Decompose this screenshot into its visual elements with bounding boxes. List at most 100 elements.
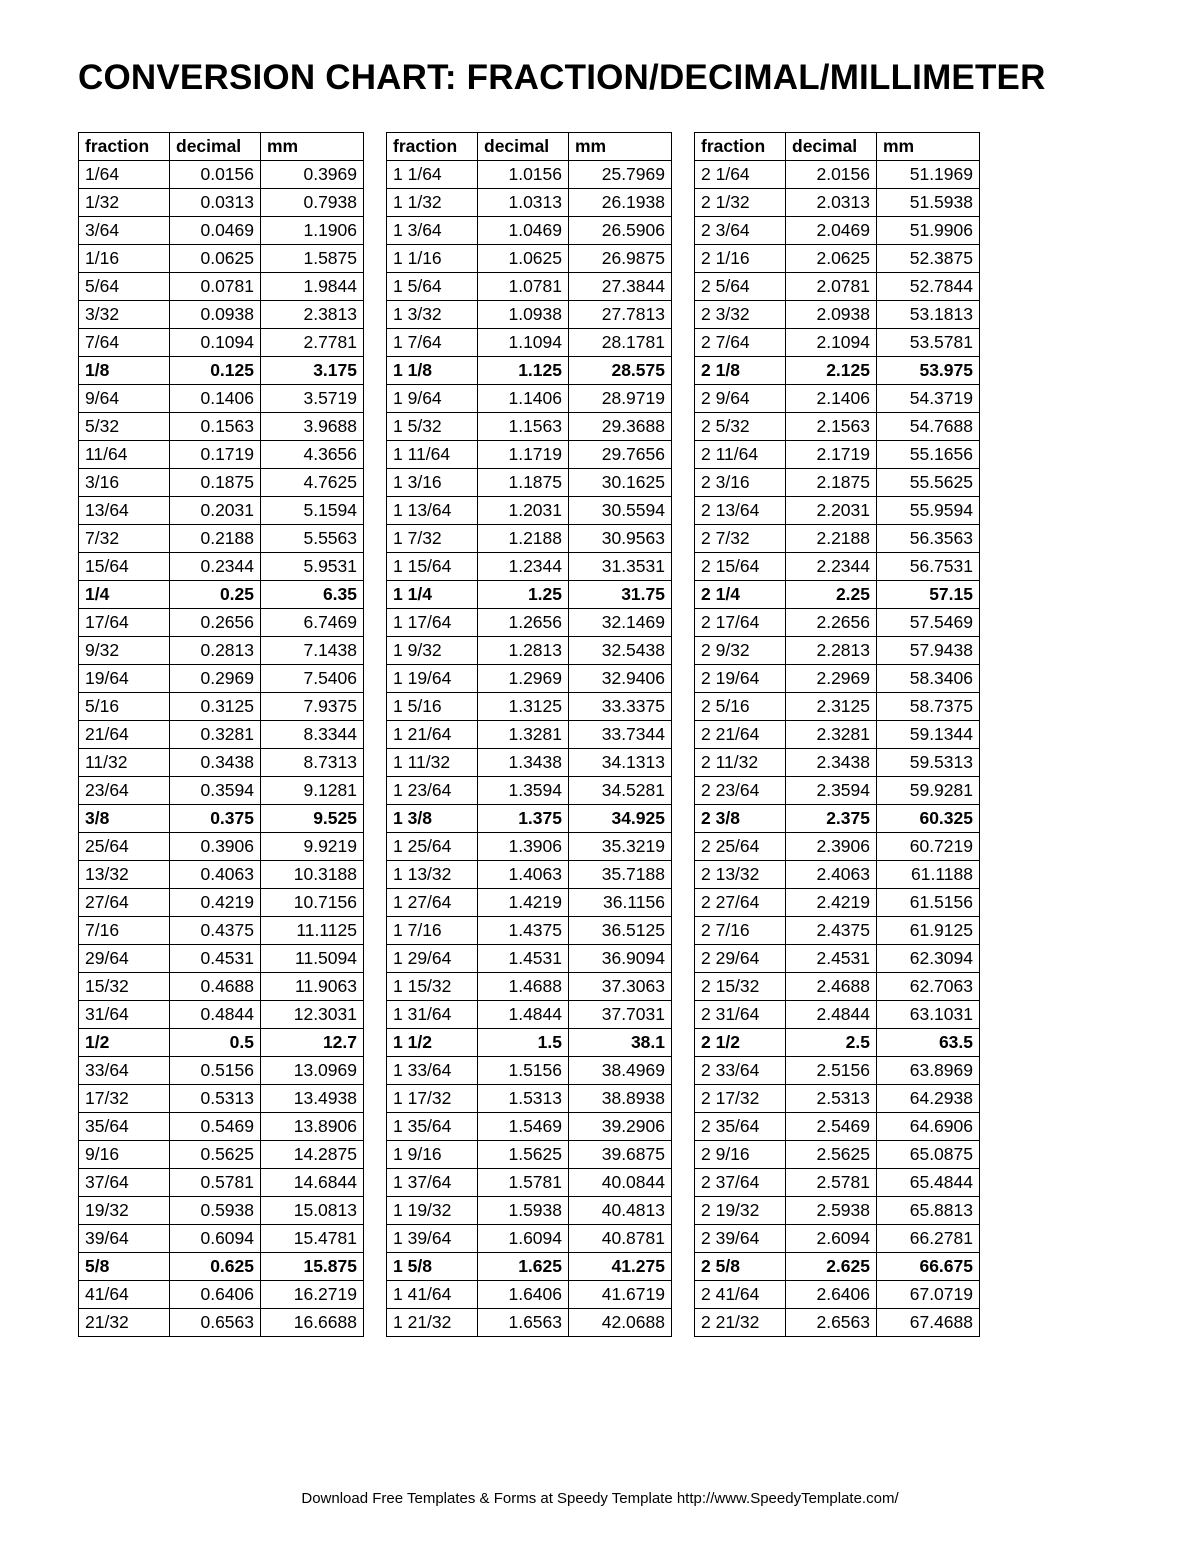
cell-decimal: 2.1094 <box>786 329 877 357</box>
table-row: 2 11/642.171955.1656 <box>695 441 980 469</box>
table-row: 9/640.14063.5719 <box>79 385 364 413</box>
table-row: 2 3/322.093853.1813 <box>695 301 980 329</box>
cell-fraction: 1 15/32 <box>387 973 478 1001</box>
cell-decimal: 2.5938 <box>786 1197 877 1225</box>
cell-mm: 53.1813 <box>877 301 980 329</box>
cell-mm: 37.3063 <box>569 973 672 1001</box>
cell-mm: 33.7344 <box>569 721 672 749</box>
table-row: 2 31/642.484463.1031 <box>695 1001 980 1029</box>
cell-decimal: 1.5938 <box>478 1197 569 1225</box>
table-row: 1 5/641.078127.3844 <box>387 273 672 301</box>
cell-mm: 61.5156 <box>877 889 980 917</box>
cell-mm: 65.0875 <box>877 1141 980 1169</box>
col-header-fraction: fraction <box>695 133 786 161</box>
table-row: 2 7/642.109453.5781 <box>695 329 980 357</box>
cell-mm: 3.9688 <box>261 413 364 441</box>
cell-fraction: 1/2 <box>79 1029 170 1057</box>
table-row: 2 1/322.031351.5938 <box>695 189 980 217</box>
table-row: 1 1/321.031326.1938 <box>387 189 672 217</box>
cell-fraction: 15/64 <box>79 553 170 581</box>
col-header-fraction: fraction <box>387 133 478 161</box>
table-row: 1 11/321.343834.1313 <box>387 749 672 777</box>
table-row: 2 27/642.421961.5156 <box>695 889 980 917</box>
table-row: 2 15/642.234456.7531 <box>695 553 980 581</box>
table-row: 1 7/161.437536.5125 <box>387 917 672 945</box>
cell-mm: 38.8938 <box>569 1085 672 1113</box>
table-row: 1/640.01560.3969 <box>79 161 364 189</box>
cell-fraction: 1 19/64 <box>387 665 478 693</box>
cell-decimal: 0.5938 <box>170 1197 261 1225</box>
cell-fraction: 2 39/64 <box>695 1225 786 1253</box>
table-row: 13/320.406310.3188 <box>79 861 364 889</box>
cell-decimal: 0.1406 <box>170 385 261 413</box>
table-row: 17/640.26566.7469 <box>79 609 364 637</box>
cell-mm: 42.0688 <box>569 1309 672 1337</box>
cell-decimal: 1.6094 <box>478 1225 569 1253</box>
table-row: 1 29/641.453136.9094 <box>387 945 672 973</box>
table-row: 1/40.256.35 <box>79 581 364 609</box>
table-row: 1 1/641.015625.7969 <box>387 161 672 189</box>
cell-decimal: 0.1563 <box>170 413 261 441</box>
cell-decimal: 2.375 <box>786 805 877 833</box>
cell-mm: 3.5719 <box>261 385 364 413</box>
cell-fraction: 9/16 <box>79 1141 170 1169</box>
cell-mm: 53.975 <box>877 357 980 385</box>
cell-decimal: 1.2188 <box>478 525 569 553</box>
cell-mm: 12.7 <box>261 1029 364 1057</box>
cell-fraction: 1 21/32 <box>387 1309 478 1337</box>
table-row: 2 5/82.62566.675 <box>695 1253 980 1281</box>
table-row: 2 11/322.343859.5313 <box>695 749 980 777</box>
cell-decimal: 1.5156 <box>478 1057 569 1085</box>
cell-decimal: 2.5313 <box>786 1085 877 1113</box>
cell-mm: 16.2719 <box>261 1281 364 1309</box>
cell-mm: 59.9281 <box>877 777 980 805</box>
cell-decimal: 1.3906 <box>478 833 569 861</box>
cell-fraction: 13/64 <box>79 497 170 525</box>
cell-decimal: 0.4375 <box>170 917 261 945</box>
cell-decimal: 2.0313 <box>786 189 877 217</box>
cell-mm: 32.5438 <box>569 637 672 665</box>
cell-decimal: 2.4531 <box>786 945 877 973</box>
table-row: 2 1/22.563.5 <box>695 1029 980 1057</box>
cell-fraction: 1 31/64 <box>387 1001 478 1029</box>
cell-mm: 51.9906 <box>877 217 980 245</box>
cell-mm: 3.175 <box>261 357 364 385</box>
table-row: 2 15/322.468862.7063 <box>695 973 980 1001</box>
table-row: 41/640.640616.2719 <box>79 1281 364 1309</box>
cell-decimal: 0.3906 <box>170 833 261 861</box>
cell-fraction: 1/16 <box>79 245 170 273</box>
cell-fraction: 2 17/32 <box>695 1085 786 1113</box>
cell-mm: 39.6875 <box>569 1141 672 1169</box>
cell-fraction: 1 13/32 <box>387 861 478 889</box>
cell-decimal: 2.5156 <box>786 1057 877 1085</box>
cell-decimal: 1.2344 <box>478 553 569 581</box>
cell-fraction: 23/64 <box>79 777 170 805</box>
cell-mm: 38.1 <box>569 1029 672 1057</box>
table-row: 1 5/321.156329.3688 <box>387 413 672 441</box>
cell-decimal: 2.1875 <box>786 469 877 497</box>
table-row: 35/640.546913.8906 <box>79 1113 364 1141</box>
cell-decimal: 1.6563 <box>478 1309 569 1337</box>
cell-mm: 52.7844 <box>877 273 980 301</box>
cell-decimal: 2.5 <box>786 1029 877 1057</box>
cell-decimal: 2.5781 <box>786 1169 877 1197</box>
cell-fraction: 2 9/32 <box>695 637 786 665</box>
cell-decimal: 0.0938 <box>170 301 261 329</box>
cell-decimal: 0.0625 <box>170 245 261 273</box>
cell-mm: 28.575 <box>569 357 672 385</box>
table-header-row: fractiondecimalmm <box>695 133 980 161</box>
cell-decimal: 1.4688 <box>478 973 569 1001</box>
table-row: 5/160.31257.9375 <box>79 693 364 721</box>
table-row: 9/320.28137.1438 <box>79 637 364 665</box>
cell-mm: 1.9844 <box>261 273 364 301</box>
cell-decimal: 0.1094 <box>170 329 261 357</box>
cell-fraction: 39/64 <box>79 1225 170 1253</box>
table-row: 29/640.453111.5094 <box>79 945 364 973</box>
cell-fraction: 1 13/64 <box>387 497 478 525</box>
cell-mm: 60.7219 <box>877 833 980 861</box>
cell-decimal: 1.4375 <box>478 917 569 945</box>
cell-fraction: 1 3/64 <box>387 217 478 245</box>
cell-fraction: 1 1/16 <box>387 245 478 273</box>
cell-decimal: 1.0938 <box>478 301 569 329</box>
cell-fraction: 2 1/4 <box>695 581 786 609</box>
